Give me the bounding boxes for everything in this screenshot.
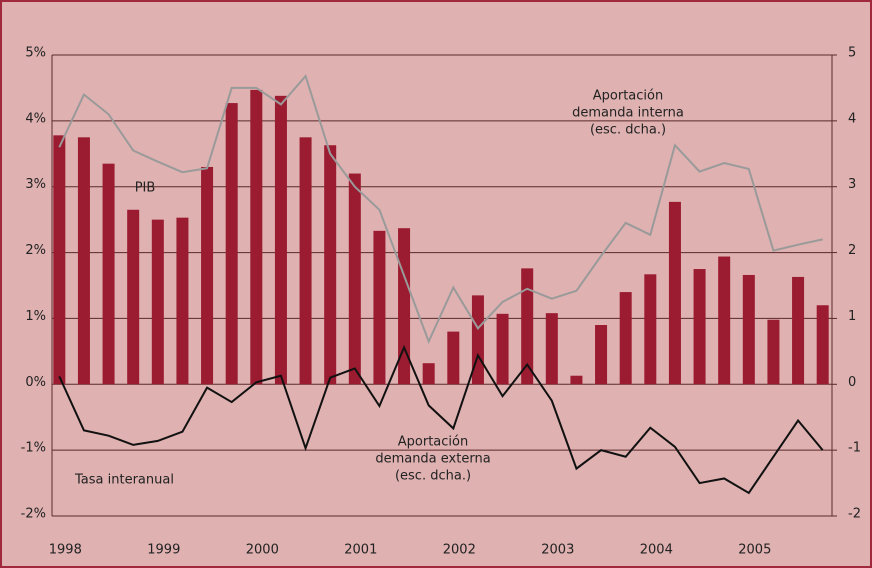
series-label: (esc. dcha.) [395, 469, 471, 484]
x-tick-label: 2002 [443, 543, 476, 558]
series-label: PIB [135, 181, 156, 196]
y-tick-label: 5% [25, 46, 46, 61]
bar [324, 145, 337, 385]
bar [521, 268, 534, 385]
bar [496, 313, 509, 385]
bar [422, 363, 435, 385]
bar [595, 325, 608, 385]
x-tick-label: 2003 [541, 543, 574, 558]
y2-tick-label: 3 [848, 177, 856, 192]
bar [102, 163, 115, 385]
bar [471, 295, 484, 385]
bar [348, 173, 361, 385]
bar [201, 166, 214, 385]
y2-tick-label: -1 [848, 441, 861, 456]
series-label: Aportación [398, 435, 468, 450]
y2-tick-label: 5 [848, 46, 856, 61]
bar [373, 230, 386, 385]
bar [816, 305, 829, 385]
bar [250, 89, 263, 385]
bar [718, 256, 731, 385]
y-tick-label: -1% [21, 441, 46, 456]
bar [792, 276, 805, 385]
bar [693, 269, 706, 385]
bar [77, 137, 90, 385]
bar [668, 201, 681, 385]
x-tick-label: 1998 [49, 543, 82, 558]
y2-tick-label: 4 [848, 111, 856, 126]
y2-tick-label: -2 [848, 507, 861, 522]
annotation: Tasa interanual [74, 473, 174, 488]
x-tick-label: 2004 [640, 543, 673, 558]
bar [274, 95, 287, 385]
y-tick-label: 2% [25, 243, 46, 258]
series-label: demanda interna [572, 106, 684, 121]
bar [127, 209, 140, 385]
x-tick-label: 2005 [738, 543, 771, 558]
bar [299, 137, 312, 385]
y-tick-label: 3% [25, 177, 46, 192]
bar [176, 217, 189, 385]
line [58, 74, 823, 345]
y-tick-label: 1% [25, 309, 46, 324]
y-tick-label: 4% [25, 111, 46, 126]
bar [151, 219, 164, 385]
bar [570, 375, 583, 385]
y2-tick-label: 0 [848, 375, 856, 390]
x-tick-label: 2000 [246, 543, 279, 558]
x-tick-label: 1999 [147, 543, 180, 558]
series-label: (esc. dcha.) [590, 123, 666, 138]
y-tick-label: 0% [25, 375, 46, 390]
bar [447, 331, 460, 385]
bar [398, 228, 411, 385]
bar [767, 319, 780, 385]
bar [742, 274, 755, 385]
line [58, 344, 824, 495]
y-tick-label: -2% [21, 507, 46, 522]
bar [225, 103, 238, 385]
plot: -2% -1% 0% 1% 2% 3% 4% 5% -2 -1 0 1 2 3 4 5 1998 1999 2000… [21, 46, 861, 558]
series-label: demanda externa [375, 452, 490, 467]
y2-tick-label: 1 [848, 309, 856, 324]
series-label: Aportación [593, 89, 663, 104]
bar [545, 313, 558, 385]
bar [53, 135, 66, 385]
bar [619, 292, 632, 385]
x-tick-label: 2001 [344, 543, 377, 558]
bar [644, 274, 657, 385]
y2-tick-label: 2 [848, 243, 856, 258]
